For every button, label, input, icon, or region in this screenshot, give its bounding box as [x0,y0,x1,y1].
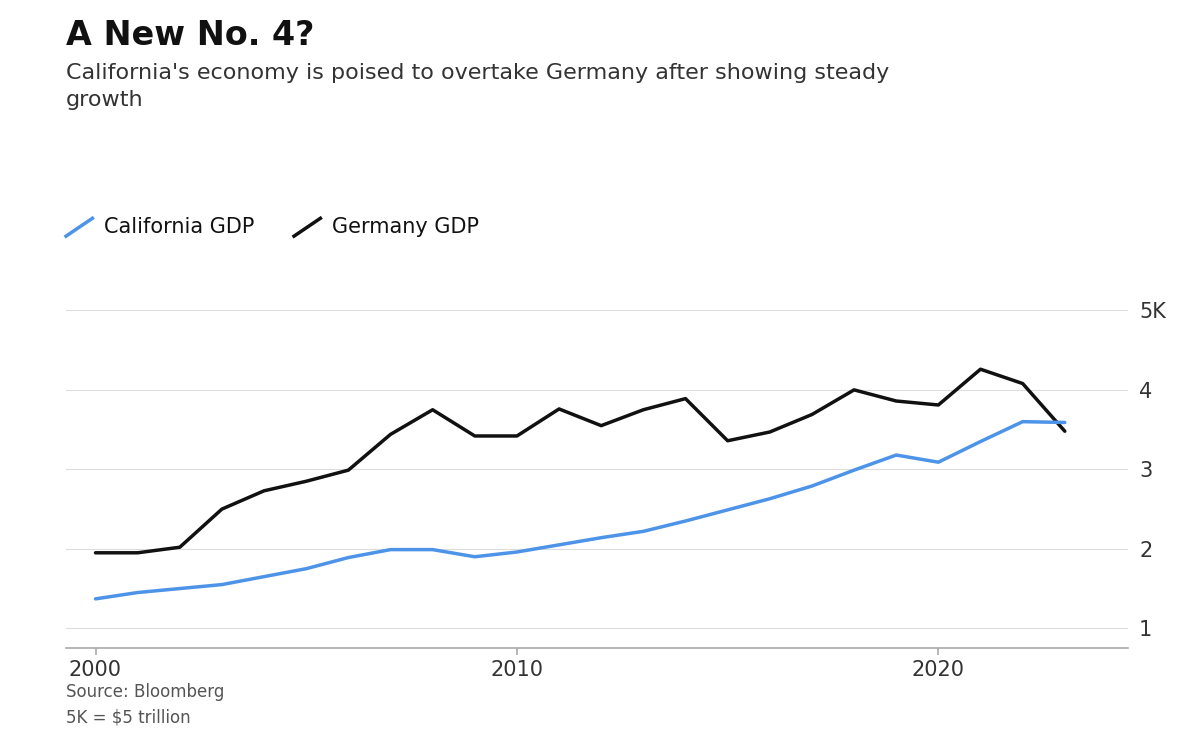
Text: California GDP: California GDP [104,218,254,237]
Text: A New No. 4?: A New No. 4? [66,19,314,51]
Text: Source: Bloomberg
5K = $5 trillion: Source: Bloomberg 5K = $5 trillion [66,683,224,726]
Text: Germany GDP: Germany GDP [332,218,480,237]
Text: California's economy is poised to overtake Germany after showing steady
growth: California's economy is poised to overta… [66,63,889,110]
